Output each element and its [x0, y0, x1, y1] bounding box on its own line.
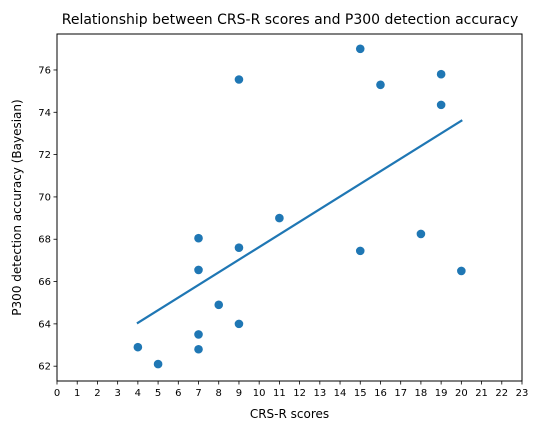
y-tick-label: 70 [38, 192, 51, 203]
scatter-point [194, 265, 203, 275]
x-tick-label: 7 [195, 388, 201, 399]
x-tick-label: 10 [253, 388, 266, 399]
y-tick-label: 64 [38, 319, 51, 330]
x-axis-label: CRS-R scores [250, 407, 329, 421]
scatter-point [133, 342, 143, 352]
scatter-point [194, 344, 203, 354]
x-tick-label: 4 [135, 388, 141, 399]
scatter-point [194, 233, 203, 243]
y-tick-label: 66 [38, 277, 51, 288]
x-tick-label: 11 [273, 388, 286, 399]
x-tick-label: 12 [293, 388, 306, 399]
x-tick-label: 23 [516, 388, 529, 399]
scatter-point [234, 75, 244, 84]
x-tick-label: 16 [374, 388, 387, 399]
scatter-point [234, 243, 244, 253]
plot-frame [56, 33, 523, 382]
scatter-point [416, 229, 426, 239]
x-tick-label: 20 [455, 388, 468, 399]
y-tick-label: 74 [38, 108, 51, 119]
x-axis: 0 1 2 3 4 5 6 7 8 9 10 11 12 13 14 15 16 17 18 19 20 21 22 23 [54, 381, 529, 399]
trend-line [136, 119, 463, 325]
scatter-point [436, 100, 446, 110]
scatter-point [275, 213, 284, 223]
scatter-point [376, 80, 385, 90]
chart-title: Relationship between CRS-R scores and P3… [62, 12, 519, 28]
y-tick-label: 62 [38, 362, 51, 373]
scatter-point [214, 300, 224, 310]
scatter-point [234, 319, 244, 329]
scatter-point [355, 246, 365, 256]
x-tick-label: 15 [354, 388, 367, 399]
x-tick-label: 6 [175, 388, 181, 399]
x-tick-label: 5 [155, 388, 161, 399]
scatter-point [153, 359, 163, 369]
x-tick-label: 18 [415, 388, 428, 399]
x-tick-label: 2 [94, 388, 100, 399]
scatter-point [436, 69, 446, 79]
x-tick-label: 9 [236, 388, 242, 399]
scatter-point [355, 44, 365, 54]
plot-area [133, 44, 466, 369]
x-tick-label: 1 [74, 388, 80, 399]
x-tick-label: 13 [313, 388, 326, 399]
y-axis: 62 64 66 68 70 72 74 76 [38, 65, 57, 373]
y-tick-label: 76 [38, 65, 51, 76]
scatter-point [194, 330, 203, 339]
y-tick-label: 68 [38, 235, 51, 246]
scatter-point [457, 266, 466, 276]
x-tick-label: 22 [495, 388, 508, 399]
x-tick-label: 8 [216, 388, 222, 399]
x-tick-label: 14 [334, 388, 347, 399]
x-tick-label: 17 [394, 388, 407, 399]
x-tick-label: 19 [435, 388, 448, 399]
x-tick-label: 0 [54, 388, 60, 399]
y-axis-label: P300 detection accuracy (Bayesian) [10, 99, 24, 315]
x-tick-label: 3 [114, 388, 120, 399]
y-tick-label: 72 [38, 150, 51, 161]
x-tick-label: 21 [475, 388, 488, 399]
